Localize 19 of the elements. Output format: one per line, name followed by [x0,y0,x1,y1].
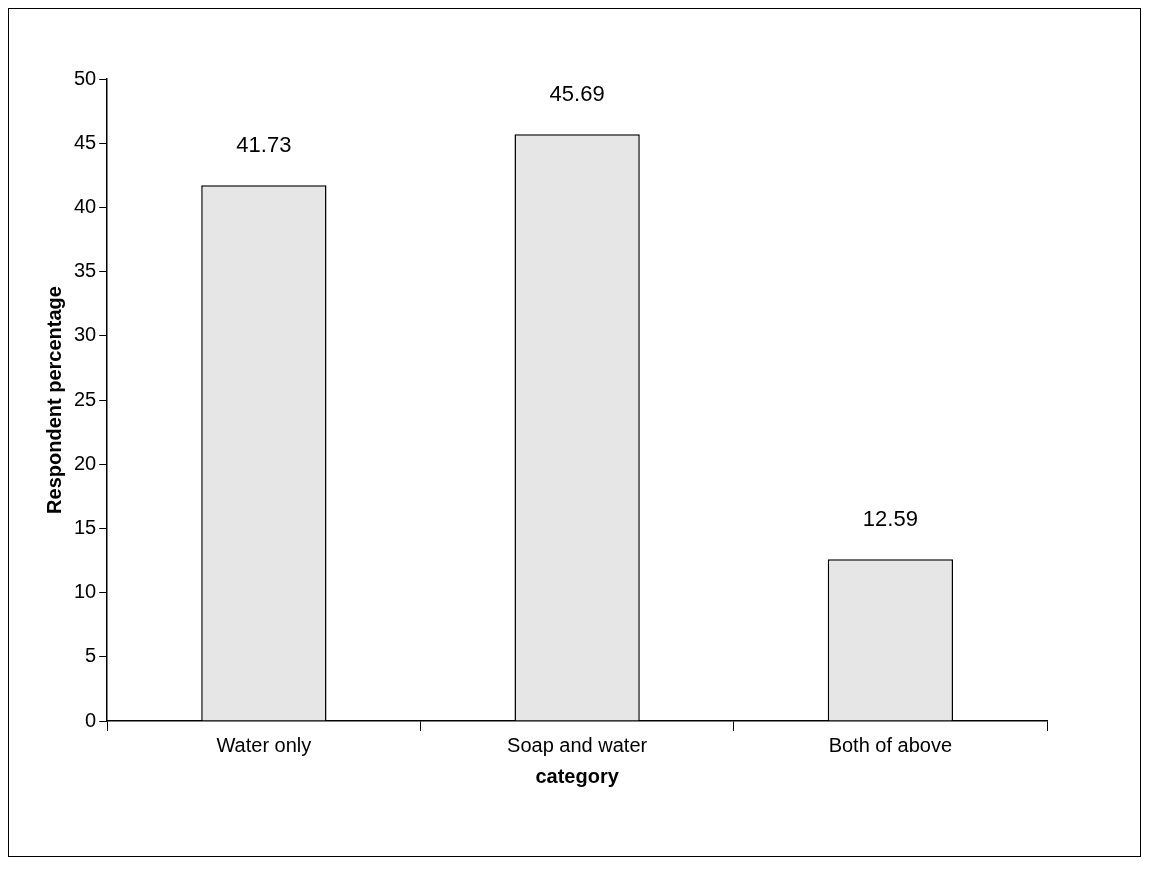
y-tick-label: 35 [74,259,97,282]
data-label: 12.59 [862,506,918,532]
y-tick-label: 30 [74,323,97,346]
y-tick-label: 45 [74,130,97,153]
y-tick-label: 10 [74,580,97,603]
y-tick-label: 40 [74,194,97,217]
x-tick-label: Both of above [828,733,953,756]
y-tick-label: 15 [74,515,97,538]
y-tick-label: 5 [85,644,97,667]
data-label: 45.69 [549,81,605,107]
data-label: 41.73 [236,132,292,158]
y-tick-label: 25 [74,387,97,410]
y-tick-label: 0 [85,708,97,731]
y-tick-label: 50 [74,66,97,89]
y-axis-title: Respondent percentage [42,286,65,514]
x-tick-label: Soap and water [507,733,648,756]
x-tick-label: Water only [216,733,312,756]
y-tick-label: 20 [74,451,97,474]
x-axis-title: category [535,764,620,787]
